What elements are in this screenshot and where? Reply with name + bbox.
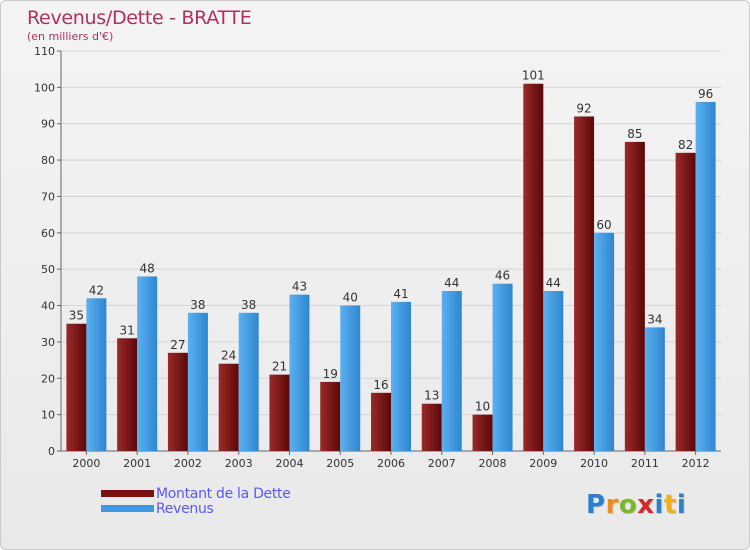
bar-revenue — [238, 312, 259, 451]
legend-label-debt: Montant de la Dette — [156, 486, 291, 502]
bar-debt-label: 92 — [576, 101, 591, 115]
y-tick-label: 110 — [34, 45, 55, 58]
bar-debt — [574, 116, 595, 452]
bar-revenue-label: 43 — [292, 280, 307, 294]
x-tick-label: 2004 — [275, 457, 303, 470]
y-tick-label: 30 — [41, 336, 55, 349]
bar-debt — [472, 414, 493, 451]
bar-debt-label: 24 — [221, 349, 236, 363]
x-tick-label: 2012 — [682, 457, 710, 470]
bar-debt — [167, 352, 188, 451]
proxiti-logo: Proxiti — [586, 490, 686, 520]
bar-debt — [675, 152, 696, 451]
bar-revenue-label: 34 — [647, 312, 662, 326]
bar-debt-label: 101 — [522, 69, 545, 83]
logo-letter: i — [654, 490, 664, 520]
x-tick-label: 2000 — [72, 457, 100, 470]
legend-swatch-debt — [101, 490, 154, 497]
bar-revenue-label: 96 — [698, 87, 713, 101]
bar-revenue — [340, 305, 361, 451]
bar-revenue-label: 60 — [596, 218, 611, 232]
bar-debt — [218, 363, 239, 451]
logo-letter: P — [586, 490, 606, 520]
bar-revenue-label: 40 — [343, 291, 358, 305]
legend-label-revenue: Revenus — [156, 501, 214, 517]
bar-debt-label: 19 — [323, 367, 338, 381]
bar-debt — [117, 338, 138, 451]
y-tick-label: 10 — [41, 409, 55, 422]
y-tick-label: 40 — [41, 300, 55, 313]
logo-letter: i — [676, 490, 687, 520]
bar-debt-label: 16 — [373, 378, 388, 392]
y-tick-label: 20 — [41, 372, 55, 385]
bar-debt-label: 13 — [424, 389, 439, 403]
bar-debt — [421, 403, 442, 451]
bar-debt-label: 21 — [272, 360, 287, 374]
bar-revenue — [137, 276, 158, 451]
x-tick-label: 2005 — [326, 457, 354, 470]
bar-revenue-label: 42 — [89, 283, 104, 297]
x-tick-label: 2007 — [428, 457, 456, 470]
x-tick-label: 2010 — [580, 457, 608, 470]
x-tick-label: 2003 — [225, 457, 253, 470]
bar-revenue-label: 38 — [190, 298, 205, 312]
logo-letter: r — [605, 490, 619, 520]
bar-revenue-label: 41 — [393, 287, 408, 301]
x-tick-label: 2006 — [377, 457, 405, 470]
x-tick-label: 2009 — [529, 457, 557, 470]
bar-debt-label: 31 — [120, 323, 135, 337]
bar-revenue — [594, 232, 615, 451]
bar-debt-label: 85 — [627, 127, 642, 141]
bar-debt-label: 10 — [475, 400, 490, 414]
bar-revenue — [86, 298, 107, 451]
bar-revenue — [187, 312, 208, 451]
bar-debt — [269, 374, 290, 451]
bar-revenue — [391, 301, 411, 451]
y-tick-label: 90 — [41, 118, 55, 131]
y-tick-label: 70 — [41, 190, 55, 203]
bar-debt — [624, 141, 645, 451]
x-tick-label: 2011 — [631, 457, 659, 470]
logo-letter: x — [637, 490, 655, 520]
bar-revenue — [492, 283, 513, 451]
logo-letter: t — [663, 490, 677, 520]
x-tick-label: 2008 — [479, 457, 507, 470]
bar-revenue-label: 48 — [140, 261, 155, 275]
bar-debt-label: 35 — [69, 309, 84, 323]
bar-debt-label: 82 — [678, 138, 693, 152]
bar-debt-label: 27 — [170, 338, 185, 352]
bar-revenue — [543, 291, 564, 451]
y-tick-label: 80 — [41, 154, 55, 167]
chart-title: Revenus/Dette - BRATTE — [27, 7, 252, 29]
bar-revenue — [441, 291, 462, 451]
bar-revenue — [644, 327, 665, 451]
x-tick-label: 2002 — [174, 457, 202, 470]
bar-revenue — [695, 101, 716, 451]
bar-revenue-label: 46 — [495, 269, 510, 283]
y-tick-label: 0 — [48, 445, 55, 458]
bar-debt — [320, 381, 341, 451]
y-tick-label: 50 — [41, 263, 55, 276]
chart-subtitle: (en milliers d'€) — [27, 30, 114, 43]
y-tick-label: 60 — [41, 227, 55, 240]
bar-debt — [371, 392, 391, 451]
bar-revenue — [289, 294, 310, 451]
x-tick-label: 2001 — [123, 457, 151, 470]
bar-revenue-label: 44 — [546, 276, 561, 290]
logo-letter: o — [618, 490, 638, 520]
y-tick-label: 100 — [34, 81, 55, 94]
bar-debt — [523, 83, 544, 452]
bar-revenue-label: 38 — [241, 298, 256, 312]
bar-revenue-label: 44 — [444, 276, 459, 290]
legend-swatch-revenue — [101, 505, 154, 512]
bar-debt — [66, 323, 87, 451]
